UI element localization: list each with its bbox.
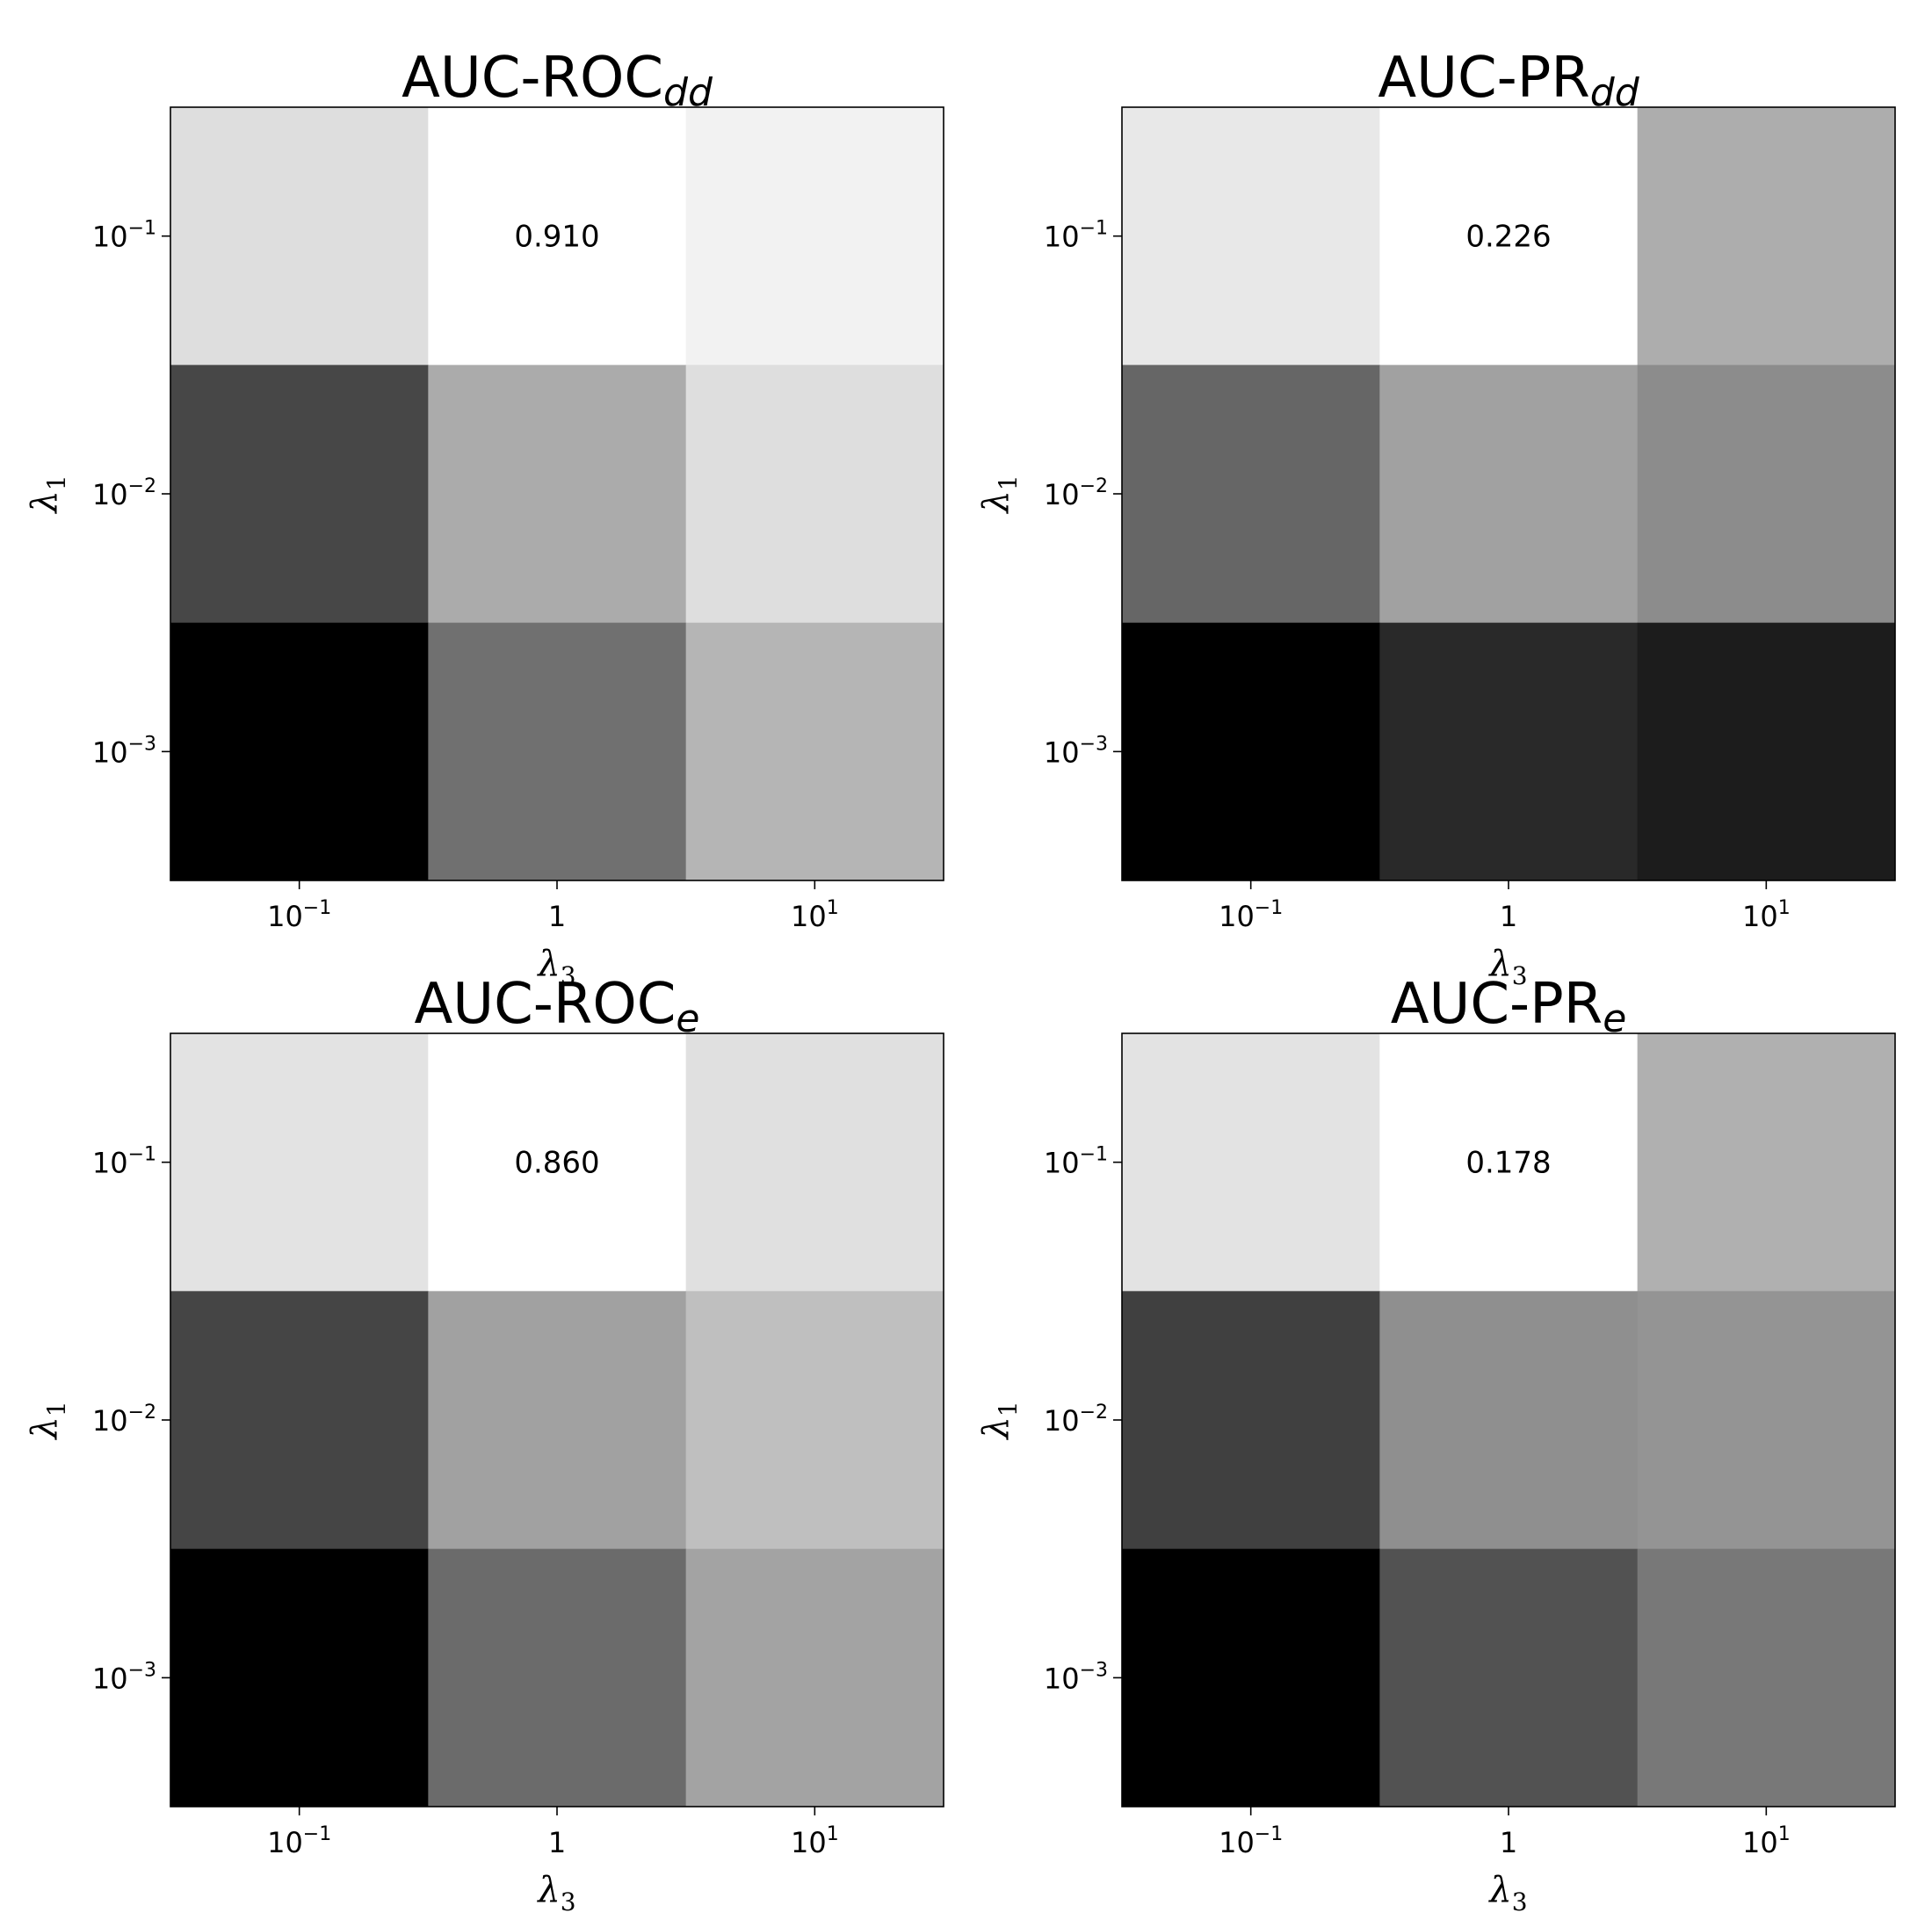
heatmap-cell-r1-c0	[1122, 365, 1380, 624]
x-tick-label: 101	[791, 1823, 839, 1859]
heatmap-cell-r1-c1	[428, 1291, 687, 1550]
x-tick-label: 10−1	[267, 1823, 331, 1859]
heatmap-cell-r1-c0	[170, 365, 429, 624]
heatmap-cell-r1-c2	[1637, 1291, 1896, 1550]
heatmap-cell-r0-c2	[1637, 1033, 1896, 1292]
y-tick-label: 10−1	[92, 218, 156, 254]
heatmap-cell-r1-c2	[1637, 365, 1896, 624]
x-tick-label: 101	[791, 897, 839, 933]
heatmap-cell-r1-c1	[428, 365, 687, 624]
y-tick-label: 10−1	[1044, 1144, 1108, 1180]
heatmap-cell-r1-c1	[1379, 365, 1639, 624]
chart-title: AUC-ROCdd	[402, 46, 713, 115]
heatmap-cell-r0-c2	[1637, 107, 1896, 366]
heatmap-cell-r0-c0	[1122, 107, 1380, 366]
heatmap-panel-auc-roc-e: 0.860 10−1 1 101 10−1 10−2 10−3 AUC-ROCe λ3 λ1	[25, 972, 944, 1916]
heatmap-cell-r2-c2	[1637, 622, 1896, 881]
x-tick-label: 10−1	[1219, 897, 1283, 933]
heatmap-cell-r0-c0	[170, 1033, 429, 1292]
x-tick-label: 1	[1500, 900, 1517, 933]
y-tick-label: 10−1	[92, 1144, 156, 1180]
x-axis-label: λ3	[536, 1870, 575, 1916]
y-tick-label: 10−1	[1044, 218, 1108, 254]
heatmap-cell-r0-c2	[685, 1033, 944, 1292]
y-axis-label: λ1	[25, 475, 71, 514]
heatmap-cell-r2-c2	[1637, 1548, 1896, 1807]
heatmap-cell-r2-c0	[1122, 1548, 1380, 1807]
x-axis-label: λ3	[1487, 1870, 1527, 1916]
x-axis-label: λ3	[1487, 944, 1527, 990]
heatmap-cell-r0-c1	[428, 1033, 687, 1292]
heatmap-cell-r2-c2	[685, 1548, 944, 1807]
y-axis-label: λ1	[976, 1401, 1023, 1440]
y-tick-label: 10−3	[1044, 1659, 1108, 1695]
cell-value-label: 0.226	[1465, 220, 1551, 255]
heatmap-cell-r0-c0	[1122, 1033, 1380, 1292]
heatmap-cell-r2-c0	[1122, 622, 1380, 881]
y-axis-label: λ1	[976, 475, 1023, 514]
x-tick-label: 10−1	[1219, 1823, 1283, 1859]
x-axis-label: λ3	[536, 944, 575, 990]
heatmap-cell-r2-c0	[170, 622, 429, 881]
heatmap-panel-auc-pr-e: 0.178 10−1 1 101 10−1 10−2 10−3 AUC-PRe λ3 λ1	[976, 972, 1896, 1916]
x-tick-label: 1	[548, 900, 566, 933]
y-tick-label: 10−3	[92, 1659, 156, 1695]
cell-value-label: 0.178	[1465, 1146, 1551, 1181]
heatmap-cell-r0-c0	[170, 107, 429, 366]
y-tick-label: 10−2	[1044, 1402, 1108, 1438]
heatmap-cell-r2-c2	[685, 622, 944, 881]
cell-value-label: 0.910	[514, 220, 599, 255]
heatmap-cell-r2-c1	[428, 622, 687, 881]
y-tick-label: 10−2	[1044, 475, 1108, 511]
chart-title: AUC-PRdd	[1378, 46, 1639, 115]
heatmap-cell-r0-c2	[685, 107, 944, 366]
heatmap-cell-r1-c1	[1379, 1291, 1639, 1550]
chart-title: AUC-PRe	[1391, 972, 1627, 1041]
heatmap-cell-r0-c1	[1379, 1033, 1639, 1292]
heatmap-cell-r0-c1	[1379, 107, 1639, 366]
heatmap-cell-r1-c2	[685, 365, 944, 624]
x-tick-label: 1	[1500, 1826, 1517, 1859]
heatmap-panel-auc-roc-dd: 0.910 10−1 1 101 10−1 10−2 10−3 AUC-ROCdd λ3 λ1	[25, 46, 944, 990]
y-tick-label: 10−2	[92, 475, 156, 511]
y-tick-label: 10−3	[1044, 733, 1108, 769]
y-tick-label: 10−2	[92, 1402, 156, 1438]
heatmap-cell-r0-c1	[428, 107, 687, 366]
x-tick-label: 101	[1742, 897, 1791, 933]
heatmap-cell-r2-c1	[1379, 622, 1639, 881]
heatmap-panel-auc-pr-dd: 0.226 10−1 1 101 10−1 10−2 10−3 AUC-PRdd λ3 λ1	[976, 46, 1896, 990]
heatmap-cell-r2-c0	[170, 1548, 429, 1807]
heatmap-cell-r1-c0	[1122, 1291, 1380, 1550]
chart-title: AUC-ROCe	[414, 972, 699, 1041]
heatmap-cell-r1-c2	[685, 1291, 944, 1550]
x-tick-label: 10−1	[267, 897, 331, 933]
x-tick-label: 101	[1742, 1823, 1791, 1859]
y-axis-label: λ1	[25, 1401, 71, 1440]
cell-value-label: 0.860	[514, 1146, 599, 1181]
heatmap-cell-r2-c1	[428, 1548, 687, 1807]
heatmap-cell-r2-c1	[1379, 1548, 1639, 1807]
y-tick-label: 10−3	[92, 733, 156, 769]
heatmap-cell-r1-c0	[170, 1291, 429, 1550]
x-tick-label: 1	[548, 1826, 566, 1859]
